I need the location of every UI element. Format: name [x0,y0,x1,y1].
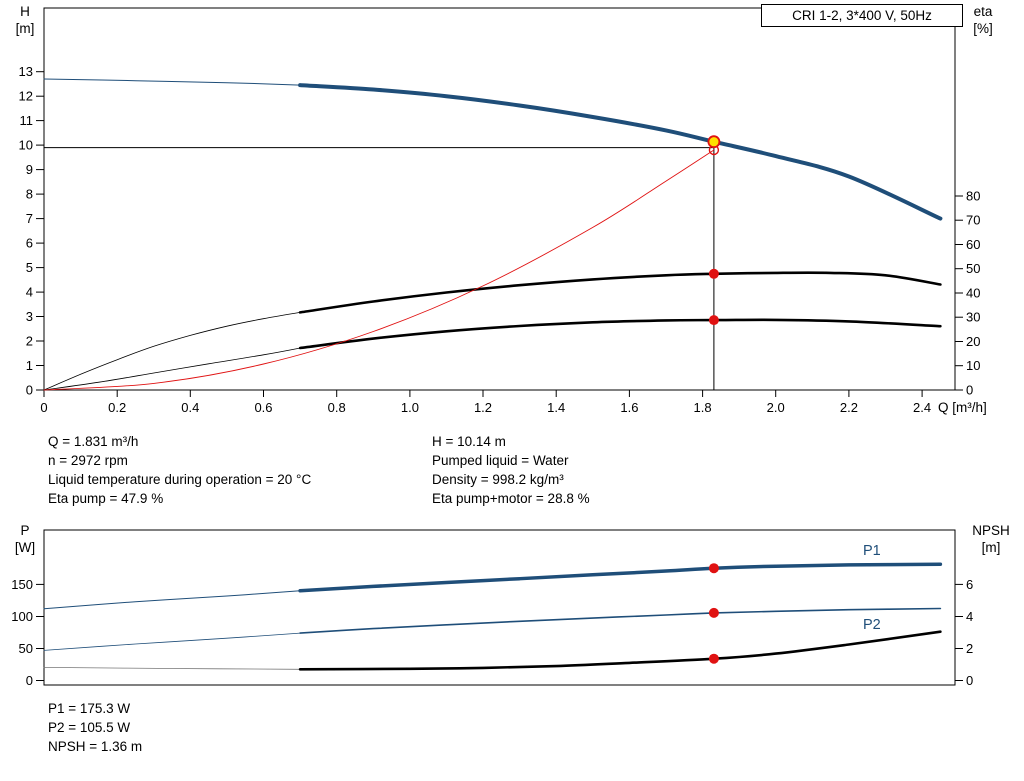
system-curve [43,149,715,391]
npsh-axis-title: NPSH [m] [962,522,1020,556]
x-tick-label: 1.6 [620,400,638,415]
y-left-tick-label: 11 [20,113,34,128]
y-left-tick-label: 9 [26,162,33,177]
x-tick-label: 2.2 [840,400,858,415]
y-left-tick-label: 13 [19,64,33,79]
y-left-tick-label: 10 [19,138,33,153]
y-right-tick-label: 4 [966,609,973,624]
duty-info-eta-total: Eta pump+motor = 28.8 % [432,491,590,506]
y-left-tick-label: 5 [26,260,33,275]
duty-info-liquid: Pumped liquid = Water [432,453,569,468]
duty-info-left: Q = 1.831 m³/h n = 2972 rpm Liquid tempe… [48,432,311,508]
x-tick-label: 0 [40,400,47,415]
y-right-tick-label: 20 [966,334,980,349]
head-axis-unit: [m] [15,21,35,36]
pump-model-box: CRI 1-2, 3*400 V, 50Hz [761,4,963,27]
x-tick-label: 0.6 [254,400,272,415]
eta-axis-title: eta [%] [960,3,1006,37]
duty-info-eta-pump: Eta pump = 47.9 % [48,491,164,506]
eta-axis-unit: [%] [973,21,993,36]
npsh-curve-ext [43,667,301,670]
duty-info-temperature: Liquid temperature during operation = 20… [48,472,312,487]
power-axis-symbol: P [20,523,30,538]
power-axis-unit: [W] [14,540,36,555]
x-tick-label: 1.8 [694,400,712,415]
npsh-curve [298,630,942,671]
npsh-axis-symbol: NPSH [972,523,1010,538]
npsh-duty-point [708,653,719,664]
y-right-tick-label: 2 [966,641,973,656]
duty-info-head: H = 10.14 m [432,434,506,449]
duty-info-density: Density = 998.2 kg/m³ [432,472,564,487]
head-axis-symbol: H [20,4,30,19]
y-right-tick-label: 70 [966,213,980,228]
y-right-tick-label: 40 [966,286,980,301]
y-right-tick-label: 10 [966,358,980,373]
p1-curve-ext [43,590,301,610]
y-left-tick-label: 12 [19,89,33,104]
y-right-tick-label: 50 [966,261,980,276]
p1-curve [298,562,943,593]
y-right-tick-label: 0 [966,673,973,688]
y-right-tick-label: 30 [966,310,980,325]
eta-axis-symbol: eta [973,4,993,19]
npsh-axis-unit: [m] [981,540,1001,555]
eta-motor-duty-point [708,315,719,326]
y-left-tick-label: 3 [26,309,33,324]
duty-info-q: Q = 1.831 m³/h [48,434,139,449]
power-info: P1 = 175.3 W P2 = 105.5 W NPSH = 1.36 m [48,699,142,756]
eta-motor-curve [298,318,942,350]
power-chart[interactable]: 0 50 100 150 0 2 4 6 P1 P2 [0,518,1024,718]
p2-curve-ext [43,632,301,651]
y-right-tick-label: 80 [966,189,980,204]
p1-duty-point [708,563,719,574]
x-tick-label: 0.8 [328,400,346,415]
power-axis-title: P [W] [6,522,44,556]
duty-info-right: H = 10.14 m Pumped liquid = Water Densit… [432,432,590,508]
eta-pump-curve [298,271,942,314]
plot-frame [43,529,956,686]
x-tick-label: 1.4 [547,400,565,415]
x-tick-label: 0.4 [181,400,199,415]
y-left-tick-label: 150 [11,577,33,592]
power-info-p1: P1 = 175.3 W [48,701,131,716]
y-left-tick-label: 100 [11,609,33,624]
flow-axis-label: Q [m³/h] [938,400,987,415]
y-left-tick-label: 2 [26,334,33,349]
p2-duty-point [708,607,719,618]
y-left-tick-label: 0 [26,673,33,688]
y-left-tick-label: 6 [26,236,33,251]
y-left-tick-label: 8 [26,187,33,202]
y-left-tick-label: 50 [19,641,33,656]
duty-info-speed: n = 2972 rpm [48,453,128,468]
head-curve [298,83,943,221]
head-axis-title: H [m] [6,3,44,37]
power-info-p2: P2 = 105.5 W [48,720,131,735]
x-tick-label: 2.0 [767,400,785,415]
p2-series-label: P2 [863,617,881,633]
x-tick-label: 0.2 [108,400,126,415]
p1-series-label: P1 [863,543,881,559]
y-left-tick-label: 4 [26,285,33,300]
eta-pump-ext [43,312,301,391]
y-right-tick-label: 0 [966,383,973,398]
x-tick-label: 2.4 [913,400,931,415]
head-chart[interactable]: 0 0.2 0.4 0.6 0.8 1.0 1.2 1.4 1.6 1.8 2.0 2.2 2.4012… [0,0,1024,420]
y-left-tick-label: 1 [26,358,33,373]
y-left-tick-label: 7 [26,211,33,226]
eta-pump-duty-point [708,268,719,279]
y-right-tick-label: 6 [966,577,973,592]
x-tick-label: 1.0 [401,400,419,415]
x-tick-label: 1.2 [474,400,492,415]
p2-curve [299,607,942,634]
duty-point[interactable] [707,135,721,149]
y-left-tick-label: 0 [26,383,33,398]
head-curve-ext [43,78,301,86]
plot-frame [43,7,956,391]
power-info-npsh: NPSH = 1.36 m [48,739,143,754]
y-right-tick-label: 60 [966,237,980,252]
eta-motor-ext [43,347,301,391]
